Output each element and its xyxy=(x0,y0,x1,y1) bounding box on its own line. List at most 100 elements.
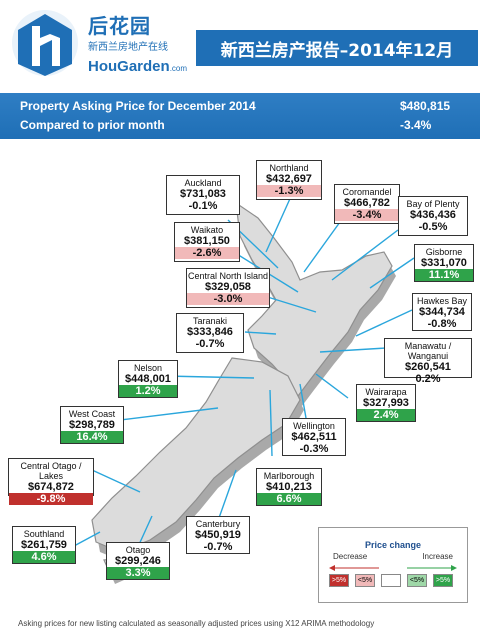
region-price: $432,697 xyxy=(266,173,312,185)
region-wairarapa: Wairarapa $327,993 2.4% xyxy=(356,384,416,422)
region-price: $448,001 xyxy=(125,373,171,385)
region-name: Manawatu / Wanganui xyxy=(404,341,452,361)
region-name: Waikato xyxy=(190,225,224,235)
region-price: $410,213 xyxy=(266,481,312,493)
region-change: -1.3% xyxy=(257,185,321,197)
leader-west-coast xyxy=(119,407,219,421)
region-price: $436,436 xyxy=(410,209,456,221)
region-change: -0.7% xyxy=(203,541,233,553)
leader-gisborne xyxy=(369,257,415,289)
region-change: -0.7% xyxy=(195,338,225,350)
region-change: -3.4% xyxy=(335,209,399,221)
leader-northland xyxy=(265,191,294,253)
brand-name-cn: 后花园 xyxy=(88,14,151,38)
legend-swatch-decrease: <5% xyxy=(355,574,375,587)
summary-row2-label: Compared to prior month xyxy=(20,118,165,132)
region-otago: Otago $299,246 3.3% xyxy=(106,542,170,580)
region-name: Wairarapa xyxy=(365,387,407,397)
region-hawkes-bay: Hawkes Bay $344,734 -0.8% xyxy=(412,293,472,331)
brand-name-en: HouGarden.com xyxy=(88,58,187,75)
summary-bar: Property Asking Price for December 2014 … xyxy=(0,93,480,139)
region-change: 6.6% xyxy=(257,493,321,505)
new-zealand-map xyxy=(47,191,415,584)
leader-wellington xyxy=(299,383,307,419)
arrow-right-icon xyxy=(451,565,457,571)
region-central-north-island: Central North Island $329,058 -3.0% xyxy=(186,268,270,308)
region-northland: Northland $432,697 -1.3% xyxy=(256,160,322,200)
arrow-left-icon xyxy=(329,565,335,571)
region-change: -9.8% xyxy=(9,493,93,505)
brand-name-en-text: HouGarden xyxy=(88,58,170,75)
region-name: Southland xyxy=(23,529,65,539)
region-gisborne: Gisborne $331,070 11.1% xyxy=(414,244,474,282)
region-price: $344,734 xyxy=(419,306,465,318)
region-change: -3.0% xyxy=(187,293,269,305)
brand-domain: .com xyxy=(169,64,188,73)
region-name: Nelson xyxy=(133,363,162,373)
footnote: Asking prices for new listing calculated… xyxy=(18,619,375,628)
region-price: $260,541 xyxy=(405,361,451,373)
region-change: -0.5% xyxy=(418,221,448,233)
region-wellington: Wellington $462,511 -0.3% xyxy=(282,418,346,456)
region-change: -0.1% xyxy=(188,200,218,212)
region-change: 4.6% xyxy=(13,551,75,563)
price-change-legend: Price change Decrease Increase >5% <5% <… xyxy=(318,527,468,603)
legend-swatch-strong-decrease: >5% xyxy=(329,574,349,587)
region-name: Gisborne xyxy=(425,247,463,257)
region-change: 2.4% xyxy=(357,409,415,421)
region-marlborough: Marlborough $410,213 6.6% xyxy=(256,468,322,506)
region-taranaki: Taranaki $333,846 -0.7% xyxy=(176,313,244,353)
region-change: 3.3% xyxy=(107,567,169,579)
region-change: -2.6% xyxy=(175,247,239,259)
leader-bay-of-plenty xyxy=(331,229,399,281)
region-west-coast: West Coast $298,789 16.4% xyxy=(60,406,124,444)
header: 后花园 新西兰房地产在线 HouGarden.com 新西兰房产报告–2014年… xyxy=(0,0,480,88)
region-coromandel: Coromandel $466,782 -3.4% xyxy=(334,184,400,224)
legend-decrease-label: Decrease xyxy=(333,552,368,561)
report-title: 新西兰房产报告–2014年12月 xyxy=(196,30,478,66)
region-price: $381,150 xyxy=(184,235,230,247)
region-name: Northland xyxy=(269,163,309,173)
region-price: $327,993 xyxy=(363,397,409,409)
leader-coromandel xyxy=(303,221,341,273)
region-waikato: Waikato $381,150 -2.6% xyxy=(174,222,240,262)
legend-swatch-neutral xyxy=(381,574,401,587)
region-name: Canterbury xyxy=(195,519,241,529)
region-central-otago-lakes: Central Otago / Lakes $674,872 -9.8% xyxy=(8,458,94,505)
region-price: $331,070 xyxy=(421,257,467,269)
region-price: $674,872 xyxy=(28,481,74,493)
leader-central-otago xyxy=(91,469,141,493)
summary-row1-value: $480,815 xyxy=(400,99,451,113)
hougarden-logo-icon xyxy=(12,10,78,76)
region-change: 11.1% xyxy=(415,269,473,281)
region-change: 0.2% xyxy=(415,373,441,385)
leader-nelson xyxy=(164,375,255,379)
region-southland: Southland $261,759 4.6% xyxy=(12,526,76,564)
north-island xyxy=(235,201,393,398)
region-name: West Coast xyxy=(68,409,116,419)
region-name: Wellington xyxy=(293,421,335,431)
region-bay-of-plenty: Bay of Plenty $436,436 -0.5% xyxy=(398,196,468,236)
brand-subtitle-cn: 新西兰房地产在线 xyxy=(88,42,168,53)
region-name: Taranaki xyxy=(192,316,228,326)
south-island xyxy=(91,357,301,553)
region-price: $298,789 xyxy=(69,419,115,431)
leader-taranaki xyxy=(244,331,277,335)
region-change: 16.4% xyxy=(61,431,123,443)
region-name: Otago xyxy=(125,545,151,555)
leader-hawkes-bay xyxy=(355,309,413,337)
region-price: $450,919 xyxy=(195,529,241,541)
region-change: -0.8% xyxy=(427,318,457,330)
leader-wairarapa xyxy=(315,373,349,399)
region-name: Central Otago / Lakes xyxy=(20,461,82,481)
region-name: Hawkes Bay xyxy=(416,296,468,306)
region-price: $299,246 xyxy=(115,555,161,567)
region-price: $462,511 xyxy=(291,431,337,443)
legend-swatch-increase: <5% xyxy=(407,574,427,587)
region-auckland: Auckland $731,083 -0.1% xyxy=(166,175,240,215)
map-area xyxy=(0,140,480,610)
leader-marlborough xyxy=(269,389,273,457)
legend-increase-label: Increase xyxy=(422,552,453,561)
region-price: $261,759 xyxy=(21,539,67,551)
leader-manawatu xyxy=(319,347,387,353)
